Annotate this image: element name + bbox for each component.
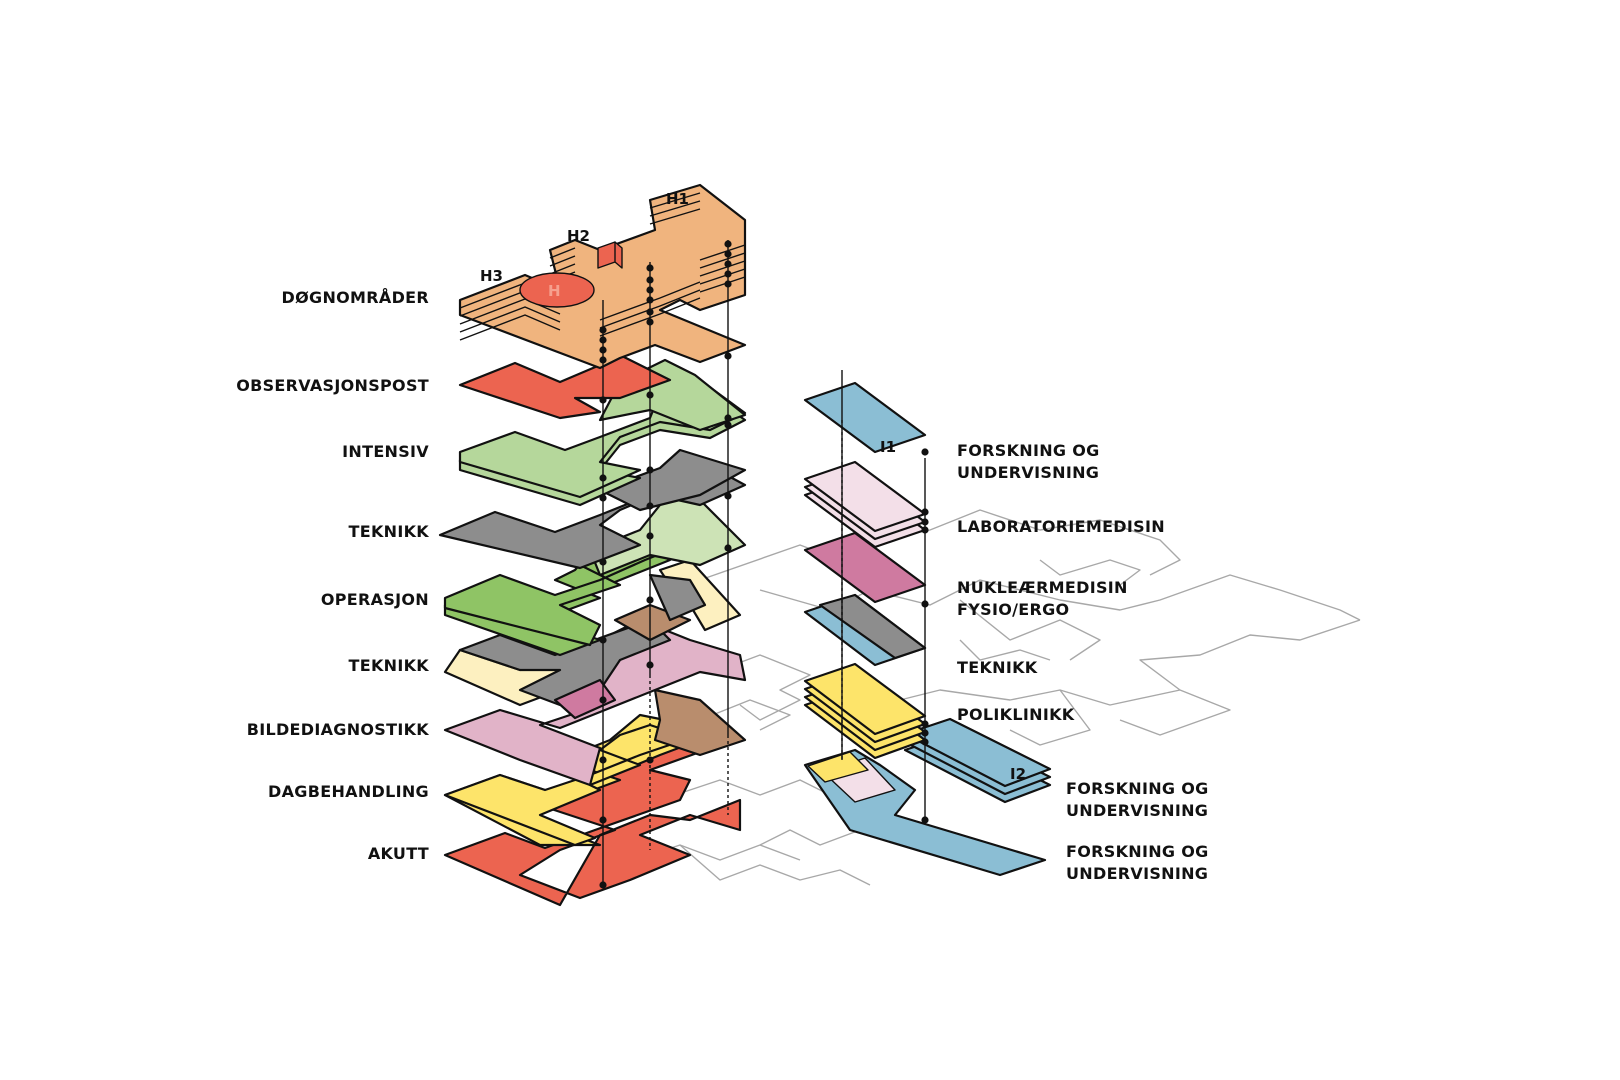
core-node bbox=[921, 448, 929, 456]
label-teknikk-upper: TEKNIKK bbox=[349, 522, 430, 541]
label-bottom-line1: FORSKNING OG bbox=[1066, 842, 1209, 861]
label-dognomrader: DØGNOMRÅDER bbox=[282, 288, 429, 307]
core-node bbox=[599, 558, 607, 566]
core-node bbox=[646, 276, 654, 284]
label-akutt: AKUTT bbox=[368, 844, 429, 863]
tower-tag-i1: I1 bbox=[880, 438, 896, 456]
plate-teknikk-lower bbox=[443, 618, 672, 720]
core-node bbox=[599, 494, 607, 502]
core-node bbox=[599, 756, 607, 764]
core-lines-right bbox=[841, 370, 926, 820]
core-node bbox=[646, 502, 654, 510]
right-tower bbox=[803, 381, 1052, 877]
core-node bbox=[724, 260, 732, 268]
core-nodes-left bbox=[599, 240, 732, 889]
core-node bbox=[921, 816, 929, 824]
core-node bbox=[646, 756, 654, 764]
core-node bbox=[599, 474, 607, 482]
plate-forskning-i1 bbox=[803, 381, 927, 454]
tower-tag-h1: H1 bbox=[666, 190, 689, 208]
core-node bbox=[724, 544, 732, 552]
core-node bbox=[646, 661, 654, 669]
core-node bbox=[724, 421, 732, 429]
core-node bbox=[921, 600, 929, 608]
core-node bbox=[646, 466, 654, 474]
core-node bbox=[599, 636, 607, 644]
label-teknikk-right: TEKNIKK bbox=[957, 658, 1038, 677]
core-node bbox=[724, 240, 732, 248]
core-node bbox=[724, 250, 732, 258]
label-i1-line2: UNDERVISNING bbox=[957, 463, 1099, 482]
helipad-letter: H bbox=[548, 282, 561, 300]
plate-dagbehandling bbox=[443, 713, 702, 847]
label-teknikk-lower: TEKNIKK bbox=[349, 656, 430, 675]
right-label-column: FORSKNING OG UNDERVISNING LABORATORIEMED… bbox=[957, 441, 1209, 883]
label-observasjonspost: OBSERVASJONSPOST bbox=[236, 376, 429, 395]
tower-tag-h3: H3 bbox=[480, 267, 503, 285]
label-bildediagnostikk: BILDEDIAGNOSTIKK bbox=[247, 720, 430, 739]
core-node bbox=[646, 532, 654, 540]
helipad-icon bbox=[519, 272, 595, 308]
core-node bbox=[646, 596, 654, 604]
label-dagbehandling: DAGBEHANDLING bbox=[268, 782, 429, 801]
tower-tag-i2: I2 bbox=[1010, 765, 1026, 783]
label-poliklinikk: POLIKLINIKK bbox=[957, 705, 1075, 724]
core-node bbox=[599, 816, 607, 824]
label-operasjon: OPERASJON bbox=[321, 590, 429, 609]
core-node bbox=[599, 346, 607, 354]
label-i2-line1: FORSKNING OG bbox=[1066, 779, 1209, 798]
label-nuklear-line2: FYSIO/ERGO bbox=[957, 600, 1069, 619]
plate-akutt bbox=[443, 736, 742, 907]
label-intensiv: INTENSIV bbox=[342, 442, 429, 461]
core-node bbox=[921, 518, 929, 526]
left-label-column: DØGNOMRÅDER OBSERVASJONSPOST INTENSIV TE… bbox=[236, 288, 429, 863]
core-node bbox=[599, 326, 607, 334]
label-i1-line1: FORSKNING OG bbox=[957, 441, 1100, 460]
core-node bbox=[724, 492, 732, 500]
core-node bbox=[921, 729, 929, 737]
core-node bbox=[646, 318, 654, 326]
plate-dognomrader: H bbox=[458, 183, 747, 370]
core-nodes-right bbox=[921, 448, 929, 824]
core-node bbox=[599, 336, 607, 344]
site-outline bbox=[649, 509, 1361, 886]
core-node bbox=[599, 881, 607, 889]
label-bottom-line2: UNDERVISNING bbox=[1066, 864, 1208, 883]
label-laboratoriemedisin: LABORATORIEMEDISIN bbox=[957, 517, 1165, 536]
core-node bbox=[921, 526, 929, 534]
core-node bbox=[724, 270, 732, 278]
core-node bbox=[921, 738, 929, 746]
core-node bbox=[599, 396, 607, 404]
core-node bbox=[646, 286, 654, 294]
core-node bbox=[921, 508, 929, 516]
core-node bbox=[724, 352, 732, 360]
label-nuklear-line1: NUKLEÆRMEDISIN bbox=[957, 578, 1128, 597]
core-node bbox=[724, 280, 732, 288]
core-node bbox=[646, 308, 654, 316]
tower-tag-h2: H2 bbox=[567, 227, 590, 245]
core-node bbox=[599, 696, 607, 704]
core-node bbox=[921, 720, 929, 728]
core-node bbox=[599, 356, 607, 364]
core-node bbox=[646, 296, 654, 304]
label-i2-line2: UNDERVISNING bbox=[1066, 801, 1208, 820]
plate-nuklear bbox=[803, 531, 927, 604]
core-node bbox=[646, 264, 654, 272]
plate-observasjonspost bbox=[458, 353, 747, 432]
core-node bbox=[724, 414, 732, 422]
core-node bbox=[646, 391, 654, 399]
